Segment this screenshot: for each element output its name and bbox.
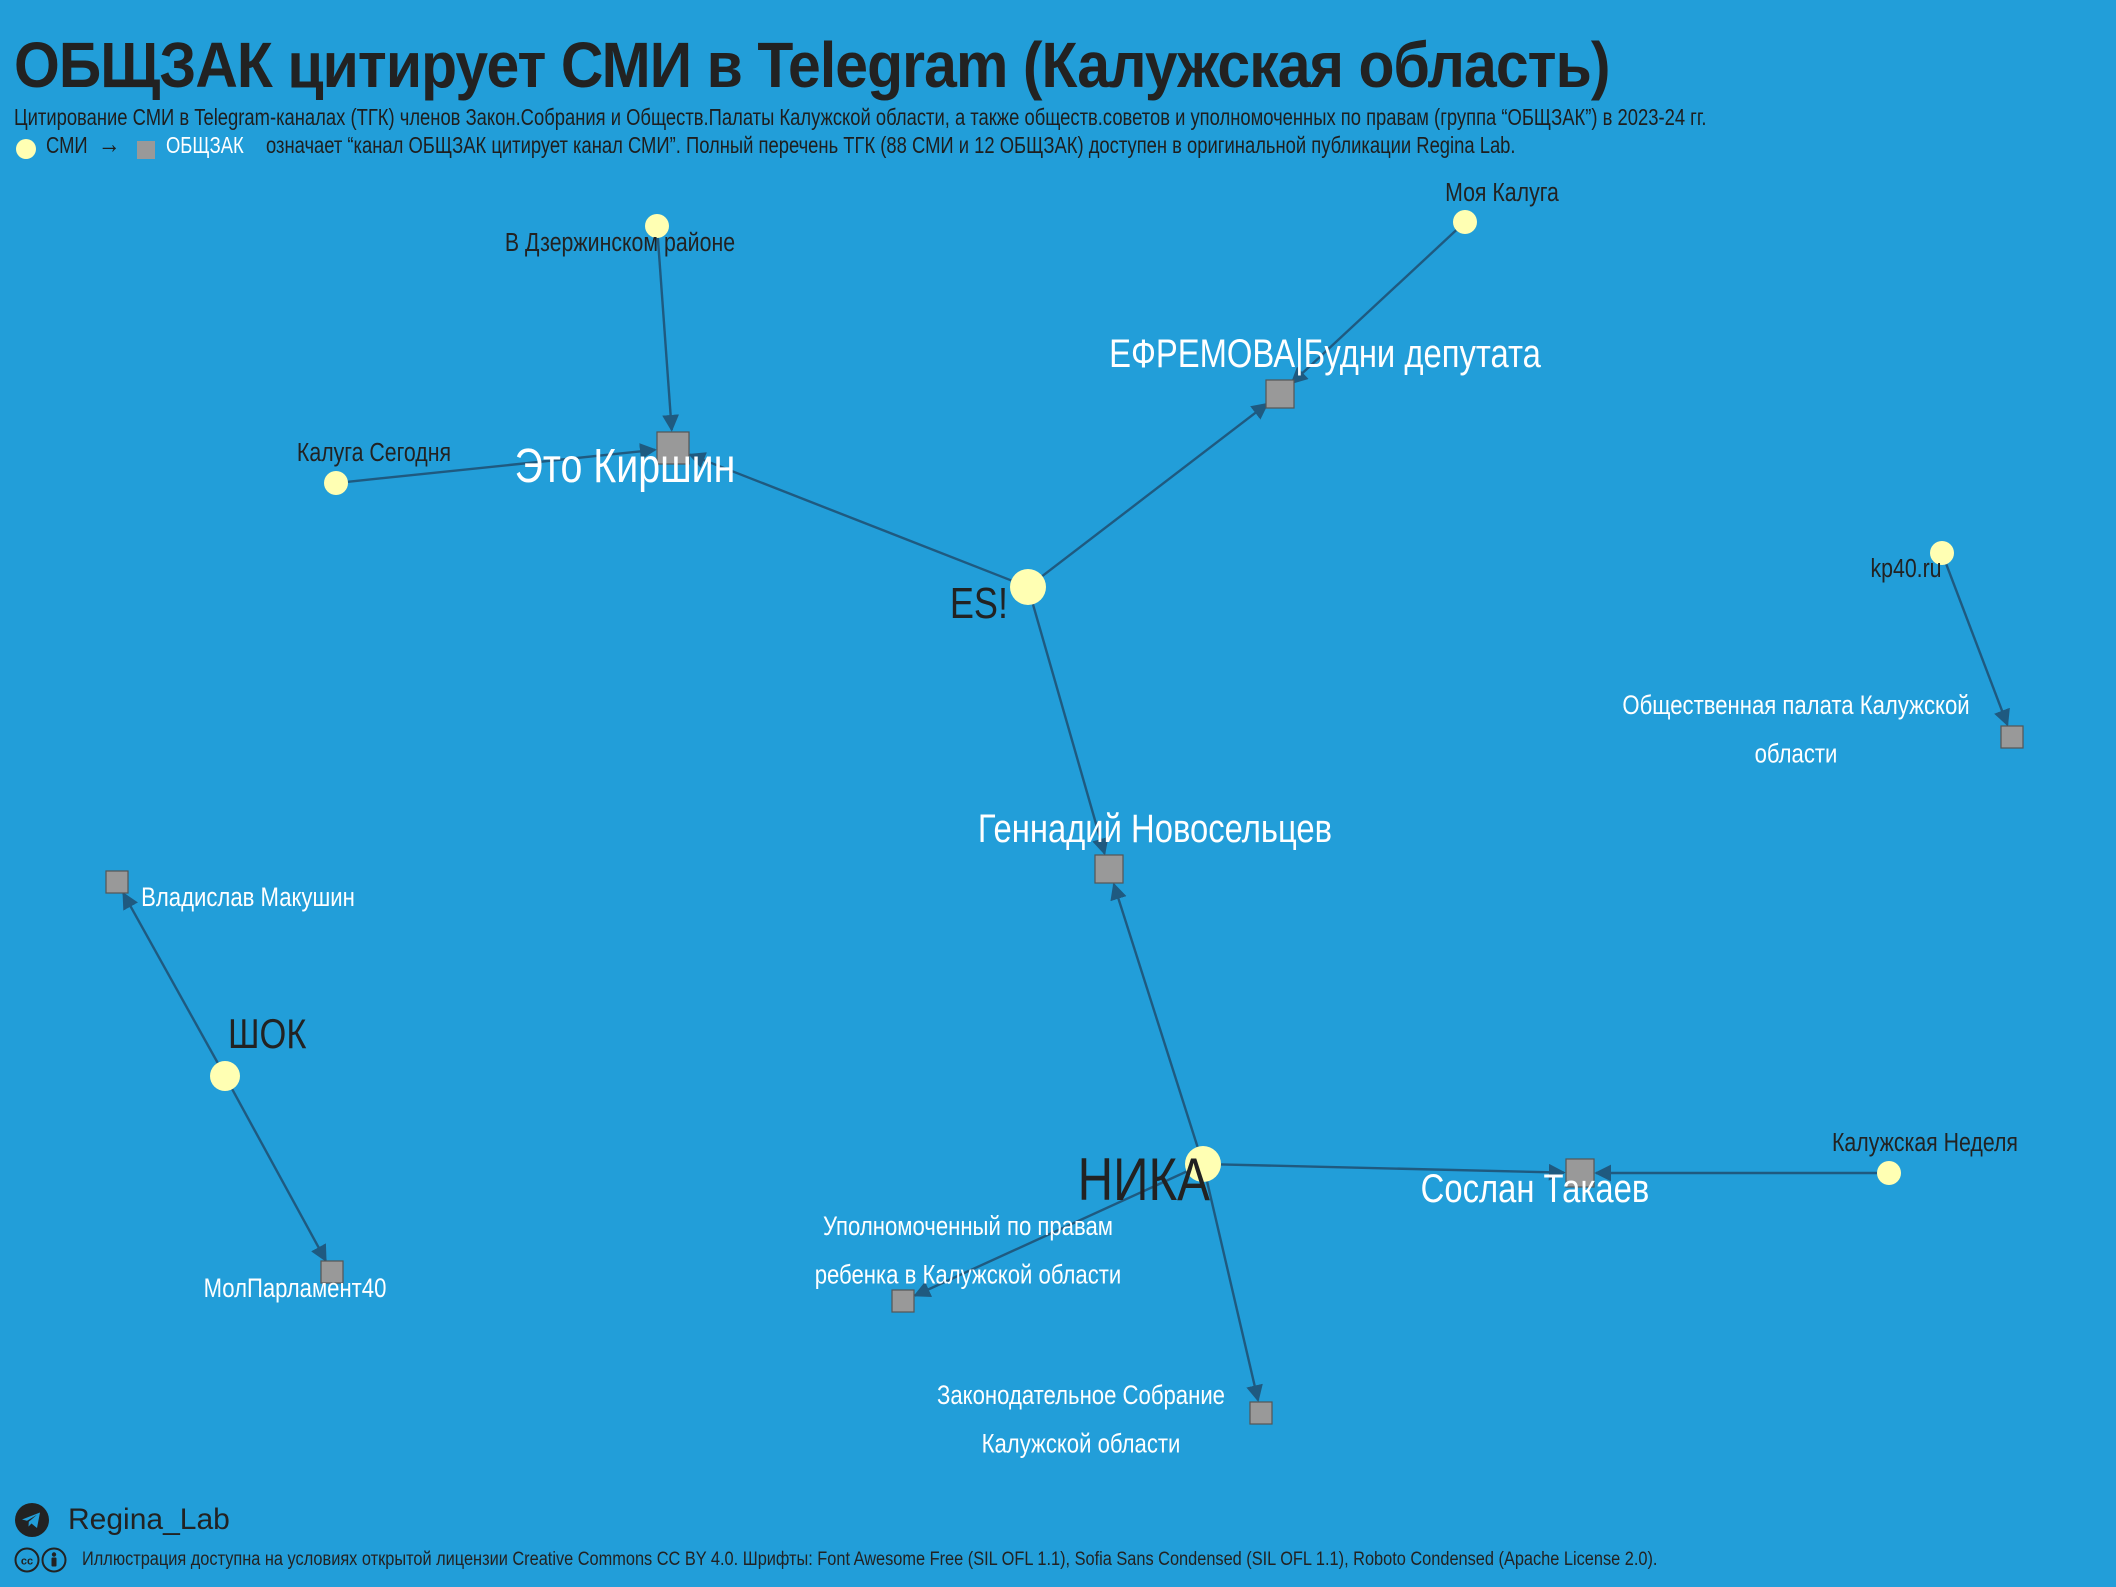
- media-node-es: [1010, 569, 1046, 605]
- node-label-nika: НИКА: [1078, 1145, 1211, 1213]
- node-label-dzer: В Дзержинском районе: [505, 228, 735, 258]
- edge-kaluga_today-to-kirshin: [347, 443, 657, 483]
- media-node-kaluga_today: [324, 471, 348, 495]
- edge-nika-to-takaev: [1220, 1163, 1566, 1181]
- edge-nika-to-ombudsman_child: [913, 1170, 1188, 1297]
- edge-shok-to-makushin: [122, 891, 219, 1064]
- edge-es-to-kirshin: [688, 452, 1012, 582]
- footer-brand: Regina_Lab: [14, 1502, 230, 1538]
- member-node-molparl: [320, 1260, 344, 1284]
- node-label-novoseltsev: Геннадий Новосельцев: [978, 806, 1332, 851]
- edge-nika-to-novoseltsev: [1110, 882, 1199, 1148]
- node-label-obshch_palata: Общественная палата Калужской области: [1622, 691, 1969, 769]
- legend-member-square-icon: [137, 141, 155, 159]
- edge-nika-to-zaksobr: [1205, 1181, 1263, 1402]
- member-node-ombudsman_child: [891, 1289, 915, 1313]
- node-label-molparl: МолПарламент40: [204, 1274, 387, 1304]
- edge-es-to-efremova: [1041, 402, 1269, 578]
- legend-media-label: СМИ: [46, 132, 88, 158]
- legend-member-label: ОБЩЗАК: [166, 132, 244, 158]
- telegram-icon: [15, 1503, 49, 1537]
- node-label-es: ES!: [950, 579, 1008, 628]
- nodes-layer: [105, 210, 2024, 1425]
- media-node-shok: [210, 1061, 240, 1091]
- node-label-zaksobr: Законодательное Собрание Калужской област…: [937, 1381, 1225, 1459]
- node-label-shok: ШОК: [228, 1011, 307, 1058]
- member-node-novoseltsev: [1094, 854, 1124, 884]
- node-label-ombudsman_child: Уполномоченный по правам ребенка в Калужс…: [815, 1212, 1122, 1290]
- edges-layer: [122, 229, 2010, 1402]
- node-label-kirshin: Это Киршин: [515, 439, 736, 493]
- member-node-zaksobr: [1249, 1401, 1273, 1425]
- node-label-takaev: Сослан Такаев: [1421, 1166, 1650, 1211]
- media-node-nika: [1185, 1146, 1221, 1182]
- node-label-kp40: kp40.ru: [1870, 554, 1941, 584]
- media-node-dzer: [645, 214, 669, 238]
- edge-kp40-to-obshch_palata: [1945, 563, 2010, 727]
- member-node-makushin: [105, 870, 129, 894]
- edge-es-to-novoseltsev: [1031, 603, 1109, 856]
- media-node-kp40: [1930, 541, 1954, 565]
- creative-commons-icon: cc: [14, 1547, 67, 1573]
- license-text: Иллюстрация доступна на условиях открыто…: [82, 1549, 1658, 1570]
- labels-layer: ES! НИКА ШОК В Дзержинском районе Калуга Сег…: [141, 178, 2018, 1459]
- member-node-obshch_palata: [2000, 725, 2024, 749]
- member-node-efremova: [1265, 379, 1295, 409]
- legend-media-dot-icon: [16, 139, 36, 159]
- subtitle: Цитирование СМИ в Telegram-каналах (ТГК)…: [14, 104, 1707, 130]
- node-label-kal_week: Калужская Неделя: [1832, 1128, 2018, 1158]
- node-label-my_kaluga: Моя Калуга: [1445, 178, 1560, 208]
- edge-shok-to-molparl: [231, 1088, 327, 1263]
- member-node-kirshin: [656, 431, 690, 465]
- footer-license: cc Иллюстрация доступна на условиях откр…: [14, 1547, 1914, 1573]
- page-title: ОБЩЗАК цитирует СМИ в Telegram (Калужска…: [14, 29, 1610, 101]
- legend-description: означает “канал ОБЩЗАК цитирует канал СМ…: [266, 132, 1516, 158]
- media-node-kal_week: [1877, 1161, 1901, 1185]
- legend-arrow-icon: →: [98, 128, 121, 159]
- node-label-makushin: Владислав Макушин: [141, 883, 355, 913]
- media-node-my_kaluga: [1453, 210, 1477, 234]
- edge-dzer-to-kirshin: [656, 237, 679, 432]
- node-label-efremova: ЕФРЕМОВА|Будни депутата: [1109, 331, 1541, 376]
- brand-name: Regina_Lab: [68, 1503, 230, 1536]
- node-label-kaluga_today: Калуга Сегодня: [297, 438, 451, 468]
- edge-my_kaluga-to-efremova: [1290, 229, 1458, 385]
- member-node-takaev: [1565, 1158, 1595, 1188]
- svg-text:cc: cc: [21, 1556, 33, 1568]
